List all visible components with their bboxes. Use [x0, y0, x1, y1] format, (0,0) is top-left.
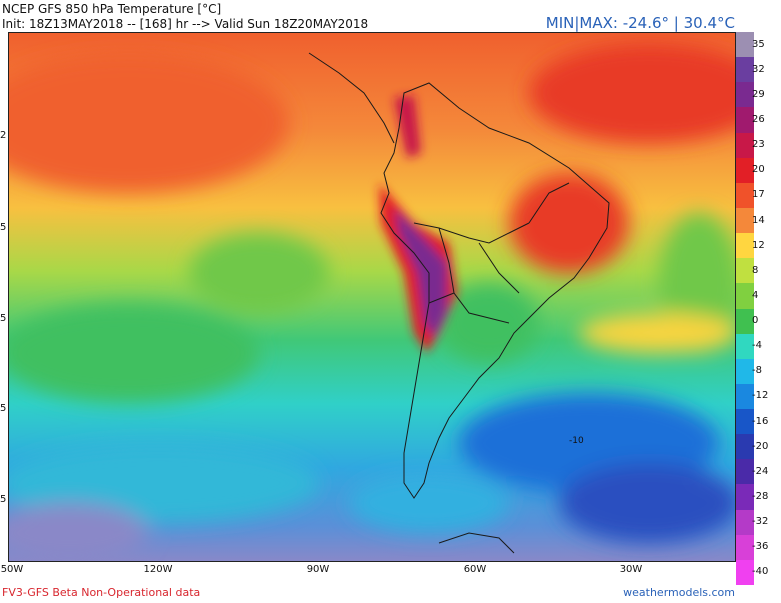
- colorbar-segment: [736, 258, 754, 284]
- colorbar-segment: [736, 509, 754, 536]
- colorbar-segment: [736, 32, 754, 58]
- colorbar-label: -24: [752, 465, 769, 477]
- colorbar: [736, 32, 754, 586]
- colorbar-segment: [736, 132, 754, 159]
- temperature-map[interactable]: -10: [8, 32, 736, 562]
- colorbar-label: -4: [752, 340, 762, 352]
- colorbar-label: 32: [752, 63, 765, 75]
- colorbar-label: -40: [752, 566, 769, 578]
- colorbar-label: -12: [752, 390, 769, 402]
- colorbar-segment: [736, 107, 754, 134]
- latitude-tick-label: 5: [0, 494, 6, 505]
- colorbar-segment: [736, 233, 754, 259]
- colorbar-label: 17: [752, 189, 765, 201]
- andes-warm-band: [379, 95, 457, 353]
- temperature-blobs: [9, 43, 735, 561]
- init-valid-line: Init: 18Z13MAY2018 -- [168] hr --> Valid…: [2, 17, 369, 31]
- colorbar-label: -8: [752, 365, 762, 377]
- colorbar-segment: [736, 283, 754, 309]
- colorbar-label: 8: [752, 264, 759, 276]
- colorbar-segment: [736, 383, 754, 410]
- latitude-tick-label: 5: [0, 313, 6, 324]
- colorbar-segment: [736, 333, 754, 360]
- contour-label: -10: [569, 436, 584, 446]
- colorbar-label: -16: [752, 415, 769, 427]
- colorbar-segment: [736, 57, 754, 83]
- colorbar-label: 20: [752, 164, 765, 176]
- colorbar-label: 4: [752, 289, 759, 301]
- site-credit[interactable]: weathermodels.com: [623, 586, 735, 599]
- colorbar-segment: [736, 182, 754, 209]
- colorbar-segment: [736, 459, 754, 485]
- longitude-tick-label: 60W: [463, 564, 487, 575]
- colorbar-label: 29: [752, 88, 765, 100]
- colorbar-label: -28: [752, 491, 769, 503]
- colorbar-segment: [736, 534, 754, 561]
- map-title: NCEP GFS 850 hPa Temperature [°C]: [2, 2, 222, 16]
- colorbar-segment: [736, 559, 754, 586]
- south-america-coastline: [380, 82, 610, 499]
- colorbar-label: 23: [752, 139, 765, 151]
- longitude-tick-label: 50W: [0, 564, 24, 575]
- colorbar-segment: [736, 308, 754, 335]
- colorbar-label: -36: [752, 541, 769, 553]
- longitude-tick-label: 120W: [143, 564, 173, 575]
- colorbar-segment: [736, 409, 754, 435]
- min-max-readout: MIN|MAX: -24.6° | 30.4°C: [545, 14, 735, 32]
- colorbar-label: 0: [752, 315, 759, 327]
- tierra-del-fuego-coast: [438, 532, 515, 554]
- colorbar-label: 14: [752, 214, 765, 226]
- latitude-tick-label: 2: [0, 130, 6, 141]
- longitude-tick-label: 90W: [306, 564, 330, 575]
- colorbar-segment: [736, 207, 754, 234]
- central-america-coastline: [308, 52, 395, 144]
- colorbar-segment: [736, 82, 754, 108]
- colorbar-label: -32: [752, 516, 769, 528]
- colorbar-segment: [736, 358, 754, 385]
- colorbar-label: 12: [752, 239, 765, 251]
- longitude-tick-label: 30W: [619, 564, 643, 575]
- colorbar-segment: [736, 157, 754, 184]
- colorbar-label: 35: [752, 38, 765, 50]
- country-borders: [413, 182, 570, 324]
- colorbar-segment: [736, 434, 754, 460]
- colorbar-label: -20: [752, 440, 769, 452]
- coastlines-and-borders: [308, 52, 610, 554]
- latitude-tick-label: 5: [0, 222, 6, 233]
- latitude-tick-label: 5: [0, 403, 6, 414]
- temperature-field-svg: -10: [9, 33, 735, 561]
- beta-data-notice: FV3-GFS Beta Non-Operational data: [2, 586, 201, 599]
- colorbar-label: 26: [752, 113, 765, 125]
- colorbar-segment: [736, 484, 754, 511]
